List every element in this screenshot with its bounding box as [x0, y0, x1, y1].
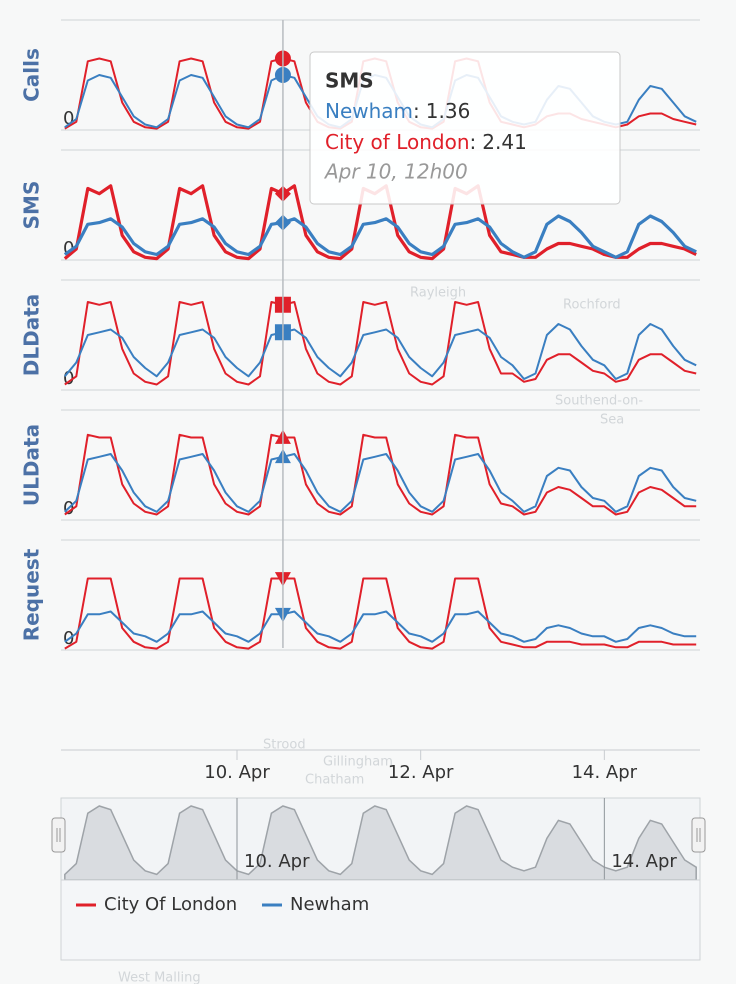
x-tick-label: 10. Apr: [204, 762, 270, 783]
map-label: Gillingham: [323, 755, 393, 770]
map-label: West Malling: [118, 971, 201, 984]
series-line: [64, 433, 697, 516]
y-tick-label: 0: [63, 108, 74, 129]
navigator-tick-label: 14. Apr: [611, 851, 677, 872]
legend-item[interactable]: Newham: [262, 894, 369, 915]
navigator[interactable]: 10. Apr 14. Apr: [51, 797, 706, 881]
navigator-handle: [691, 817, 706, 853]
y-axis-title: ULData: [20, 424, 44, 506]
series-line: [64, 453, 697, 513]
y-axis-title: Request: [20, 548, 44, 641]
y-axis-title: DLData: [20, 294, 44, 377]
panel: DLData 0: [20, 279, 700, 391]
tooltip-name: Newham: [325, 99, 413, 123]
y-tick-label: 0: [63, 368, 74, 389]
navigator-area: [64, 805, 697, 881]
x-tick-label: 14. Apr: [572, 762, 638, 783]
tooltip-date: Apr 10, 12h00: [323, 160, 468, 184]
tooltip-separator: :: [413, 99, 420, 123]
map-label: Strood: [263, 738, 306, 753]
series-line: [64, 323, 697, 380]
y-tick-label: 0: [63, 238, 74, 259]
y-axis-title: Calls: [20, 48, 44, 102]
tooltip-row: Newham: 1.36: [325, 99, 470, 123]
map-label: Rochford: [563, 298, 621, 313]
tooltip-separator: :: [470, 130, 477, 154]
x-tick-label: 12. Apr: [388, 762, 454, 783]
map-label: Sea: [600, 413, 624, 428]
tooltip-row: City of London: 2.41: [325, 130, 527, 154]
tooltip-title: SMS: [325, 69, 374, 93]
legend-item[interactable]: City Of London: [76, 894, 237, 915]
series-line: [64, 610, 697, 643]
legend: City Of London Newham: [60, 879, 701, 961]
navigator-handle: [51, 817, 66, 853]
panel: Request 0: [20, 539, 700, 651]
legend-label: Newham: [290, 894, 369, 915]
legend-box: [60, 879, 701, 961]
tooltip-value: 2.41: [482, 130, 527, 154]
map-label: Chatham: [305, 773, 364, 788]
y-axis-title: SMS: [20, 181, 44, 230]
series-line: [63, 214, 697, 259]
tooltip-value: 1.36: [426, 99, 471, 123]
series-line: [64, 301, 697, 386]
navigator-tick-label: 10. Apr: [244, 851, 310, 872]
map-label: Southend-on-: [555, 394, 643, 409]
tooltip-box: [309, 51, 621, 205]
legend-label: City Of London: [104, 894, 237, 915]
tooltip-name: City of London: [325, 130, 470, 154]
map-label: Rayleigh: [410, 286, 466, 301]
